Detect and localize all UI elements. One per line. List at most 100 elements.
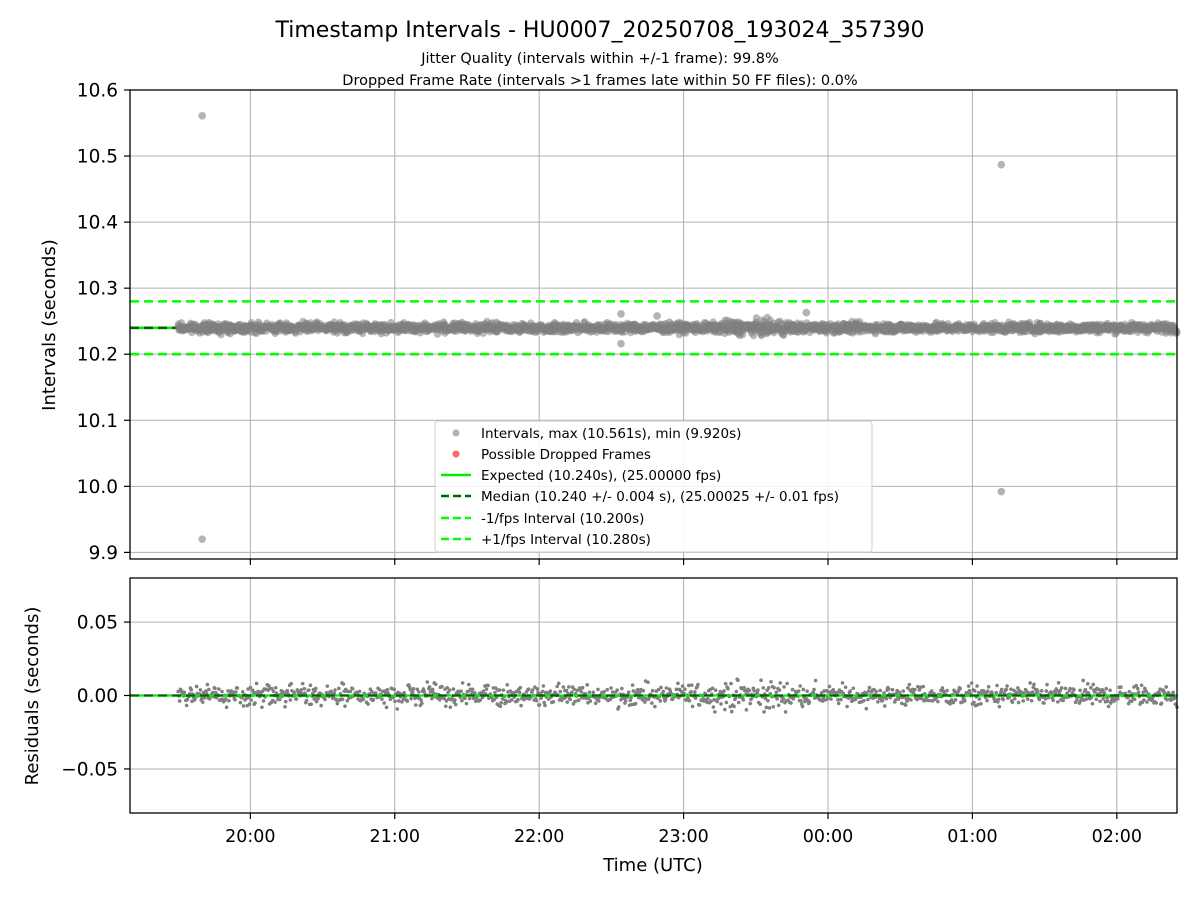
residual-point [182, 690, 187, 695]
residual-point [1119, 685, 1123, 689]
residual-point [442, 696, 446, 701]
residual-point [890, 687, 895, 692]
residual-point [1026, 697, 1030, 702]
residual-point [801, 687, 806, 692]
residual-point [478, 698, 483, 702]
residual-point [766, 686, 771, 690]
legend-entry-plus-fps: +1/fps Interval (10.280s) [441, 532, 651, 548]
residual-point [519, 703, 523, 708]
residual-point [851, 686, 856, 691]
residual-point [713, 710, 717, 714]
residual-point [623, 699, 628, 703]
residual-point [1109, 701, 1113, 705]
residual-point [916, 684, 920, 689]
residual-point [689, 683, 694, 687]
residual-point [736, 700, 741, 705]
residual-point [761, 686, 766, 690]
residual-point [591, 690, 596, 695]
residuals-panel: −0.05 0.00 0.05 20:00 21:00 22:00 23:00 00:00 0… [22, 577, 1179, 876]
residual-point [1059, 686, 1064, 690]
residual-point [1089, 685, 1093, 690]
x-axis-label: Time (UTC) [602, 855, 703, 876]
residual-point [1078, 688, 1082, 693]
residual-point [776, 703, 781, 708]
residual-point [530, 688, 535, 692]
residual-point [1094, 697, 1099, 702]
residual-point [874, 689, 879, 694]
residuals-y-ticks: −0.05 0.00 0.05 [61, 613, 130, 780]
residual-point [1016, 700, 1021, 705]
residual-point [985, 698, 989, 703]
residual-point [798, 684, 803, 688]
residual-point [431, 691, 436, 695]
residual-point [316, 696, 320, 701]
residual-point [1091, 682, 1095, 687]
residual-point [771, 704, 776, 709]
residual-point [448, 705, 453, 709]
residuals-y-tick-label: 0.05 [77, 613, 118, 634]
chart-title: Timestamp Intervals - HU0007_20250708_19… [274, 18, 924, 43]
residual-point [785, 681, 789, 686]
residual-point [634, 691, 639, 695]
residual-point [200, 700, 205, 704]
residual-point [843, 685, 848, 689]
residual-point [1044, 689, 1049, 693]
residual-point [710, 686, 715, 691]
residual-point [518, 685, 523, 690]
residual-point [829, 697, 833, 701]
residual-point [261, 699, 266, 703]
residual-point [719, 702, 723, 706]
residual-point [811, 690, 816, 695]
residual-point [579, 689, 583, 694]
residual-point [473, 691, 477, 695]
residual-point [198, 688, 203, 692]
residual-point [303, 691, 307, 696]
residual-point [1135, 686, 1140, 691]
residual-point [883, 704, 887, 708]
residual-point [537, 703, 542, 707]
residual-point [1104, 686, 1109, 691]
residual-point [999, 687, 1004, 692]
residual-point [566, 685, 571, 689]
residual-point [459, 689, 463, 693]
residual-point [1043, 696, 1048, 701]
interval-outlier-point [653, 312, 661, 320]
residual-point [490, 695, 494, 700]
residual-point [899, 701, 904, 706]
residual-point [715, 699, 719, 704]
residual-point [782, 685, 786, 689]
residual-point [332, 691, 337, 696]
residual-point [1126, 701, 1131, 706]
residual-point [248, 685, 253, 690]
residual-point [1063, 686, 1068, 691]
residual-point [194, 684, 199, 689]
residual-point [384, 705, 389, 710]
residual-point [417, 690, 421, 694]
residual-point [650, 701, 654, 705]
residual-point [1046, 695, 1051, 700]
residual-point [271, 689, 276, 694]
residual-point [193, 696, 197, 701]
residual-point [299, 688, 303, 692]
x-tick-label: 22:00 [514, 827, 564, 847]
residuals-y-label: Residuals (seconds) [22, 607, 43, 786]
residual-point [867, 685, 872, 690]
residual-point [689, 690, 693, 694]
residual-point [664, 686, 669, 690]
residual-point [1115, 697, 1120, 701]
interval-point [752, 314, 761, 322]
residual-point [283, 699, 288, 704]
residual-point [917, 688, 922, 692]
residual-point [845, 704, 849, 709]
residual-point [285, 688, 290, 693]
residual-point [742, 685, 746, 690]
residual-point [903, 703, 908, 707]
residual-point [1015, 691, 1019, 695]
residual-point [1162, 691, 1167, 695]
intervals-y-label: Intervals (seconds) [39, 239, 60, 411]
residual-point [996, 697, 1001, 702]
residual-point [492, 697, 496, 702]
residual-point [294, 697, 299, 701]
residual-point [570, 690, 574, 695]
residual-point [866, 697, 870, 702]
